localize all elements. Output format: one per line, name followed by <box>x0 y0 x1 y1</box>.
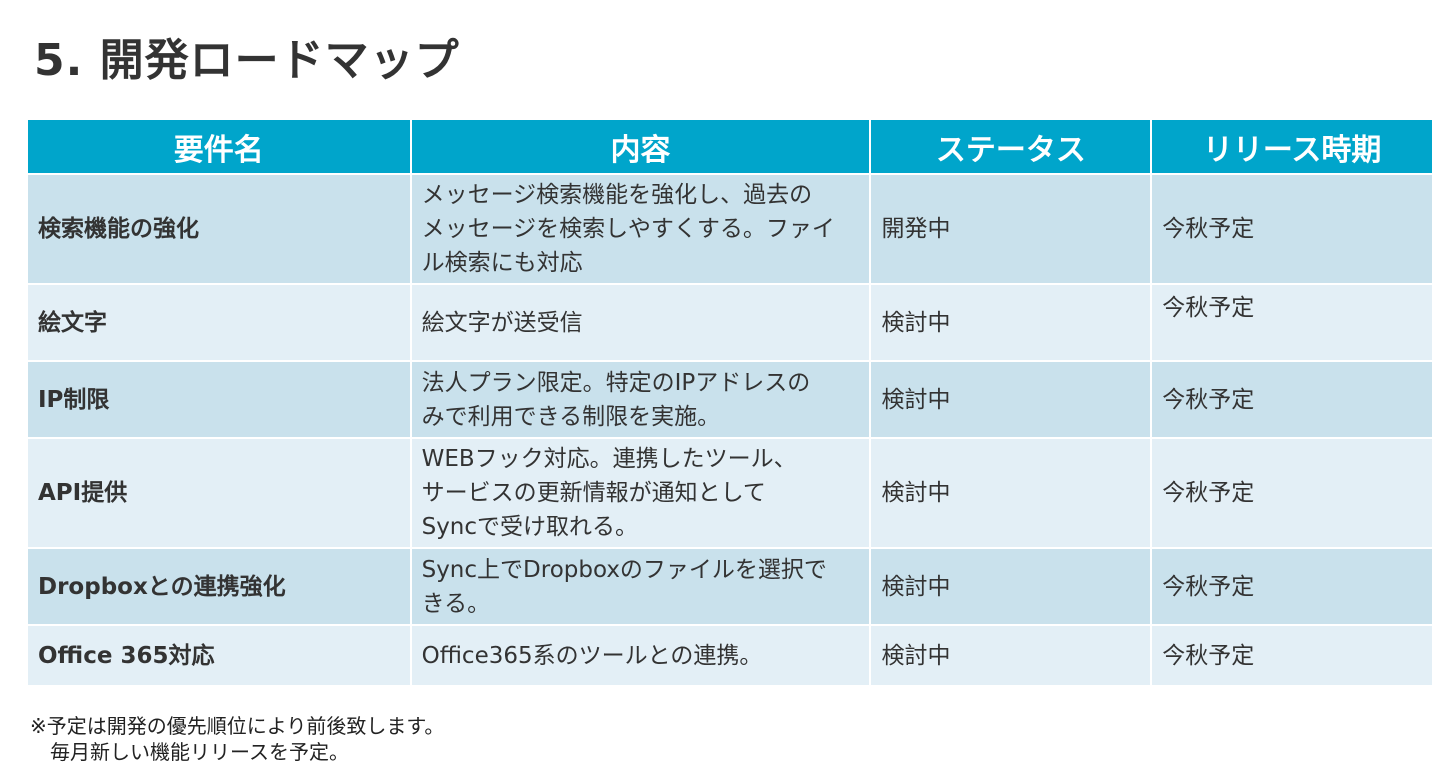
cell-name: API提供 <box>28 439 410 547</box>
cell-name: Office 365対応 <box>28 626 410 685</box>
table-row: API提供 WEBフック対応。連携したツール、 サービスの更新情報が通知として … <box>28 439 1432 547</box>
cell-name: IP制限 <box>28 362 410 437</box>
table-row: IP制限 法人プラン限定。特定のIPアドレスの みで利用できる制限を実施。 検討… <box>28 362 1432 437</box>
cell-content: 絵文字が送受信 <box>411 285 870 360</box>
table-row: Office 365対応 Office365系のツールとの連携。 検討中 今秋予… <box>28 626 1432 685</box>
header-content: 内容 <box>411 120 870 173</box>
cell-name: Dropboxとの連携強化 <box>28 549 410 624</box>
cell-name: 絵文字 <box>28 285 410 360</box>
cell-release: 今秋予定 <box>1152 285 1432 360</box>
table-row: 絵文字 絵文字が送受信 検討中 今秋予定 <box>28 285 1432 360</box>
cell-release: 今秋予定 <box>1152 626 1432 685</box>
header-status: ステータス <box>871 120 1151 173</box>
table-row: Dropboxとの連携強化 Sync上でDropboxのファイルを選択で きる。… <box>28 549 1432 624</box>
table-header-row: 要件名 内容 ステータス リリース時期 <box>28 120 1432 173</box>
header-name: 要件名 <box>28 120 410 173</box>
cell-content: Sync上でDropboxのファイルを選択で きる。 <box>411 549 870 624</box>
cell-status: 検討中 <box>871 285 1151 360</box>
page-title: 5. 開発ロードマップ <box>34 35 460 86</box>
cell-status: 検討中 <box>871 549 1151 624</box>
cell-status: 開発中 <box>871 175 1151 283</box>
cell-name: 検索機能の強化 <box>28 175 410 283</box>
cell-status: 検討中 <box>871 362 1151 437</box>
table-row: 検索機能の強化 メッセージ検索機能を強化し、過去の メッセージを検索しやすくする… <box>28 175 1432 283</box>
footnote: ※予定は開発の優先順位により前後致します。 毎月新しい機能リリースを予定。 <box>30 714 445 764</box>
roadmap-table: 要件名 内容 ステータス リリース時期 検索機能の強化 メッセージ検索機能を強化… <box>26 118 1434 687</box>
cell-release: 今秋予定 <box>1152 175 1432 283</box>
cell-status: 検討中 <box>871 439 1151 547</box>
cell-content: 法人プラン限定。特定のIPアドレスの みで利用できる制限を実施。 <box>411 362 870 437</box>
header-release: リリース時期 <box>1152 120 1432 173</box>
cell-content: WEBフック対応。連携したツール、 サービスの更新情報が通知として Syncで受… <box>411 439 870 547</box>
cell-release: 今秋予定 <box>1152 549 1432 624</box>
cell-content: Office365系のツールとの連携。 <box>411 626 870 685</box>
cell-release: 今秋予定 <box>1152 439 1432 547</box>
cell-content: メッセージ検索機能を強化し、過去の メッセージを検索しやすくする。ファイ ル検索… <box>411 175 870 283</box>
cell-release: 今秋予定 <box>1152 362 1432 437</box>
cell-status: 検討中 <box>871 626 1151 685</box>
